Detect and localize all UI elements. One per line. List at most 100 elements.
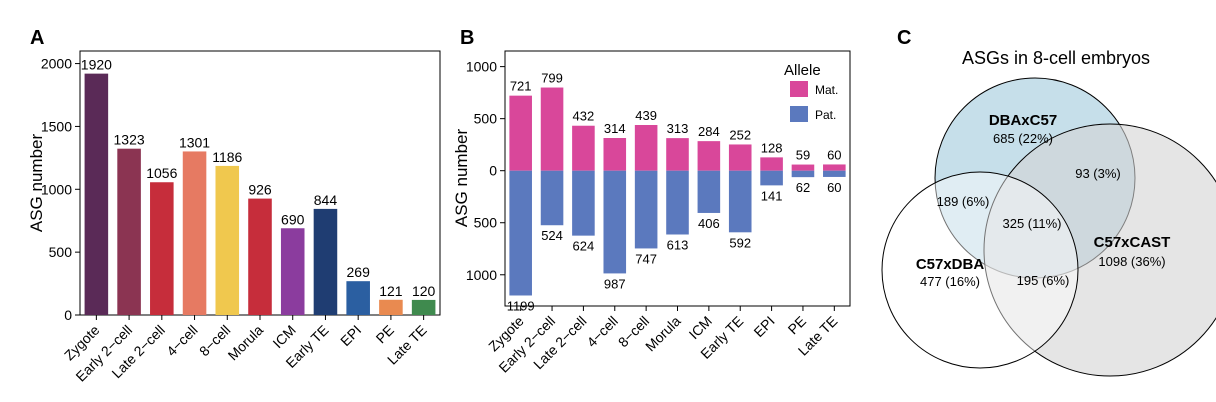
bar — [280, 228, 305, 315]
venn-circle-c57xdba — [881, 171, 1079, 369]
y-tick-label: 1000 — [466, 59, 497, 75]
bar-mat-value-label: 439 — [635, 108, 657, 123]
bar-mat-value-label: 284 — [698, 124, 720, 139]
bar-value-label: 120 — [412, 283, 436, 299]
bar — [117, 148, 141, 315]
legend-swatch-pat — [790, 106, 808, 122]
bar-pat-value-label: 613 — [667, 237, 689, 252]
bar-pat-value-label: 624 — [573, 239, 595, 254]
bar — [346, 281, 370, 315]
bar-value-label: 1920 — [81, 57, 112, 73]
chart-b-legend: Allele Mat. Pat. — [784, 62, 838, 122]
bar-pat — [572, 170, 595, 236]
chart-a-y-label: ASG number — [27, 134, 46, 233]
y-tick-label: 1500 — [41, 118, 72, 134]
x-tick-label: 4−cell — [583, 313, 620, 350]
bar-pat — [697, 170, 721, 213]
venn-set-count-dbaxc57: 685 (22%) — [993, 131, 1053, 146]
bar-mat — [540, 87, 564, 171]
bar-value-label: 690 — [281, 211, 305, 227]
bar-value-label: 1301 — [179, 134, 210, 150]
chart-b: 1000 500 0 500 1000 721 1199 799 524 432 624 314 98… — [452, 50, 851, 376]
bar-pat — [634, 170, 658, 249]
bar-mat — [666, 138, 689, 171]
y-tick-label: 1000 — [41, 181, 72, 197]
chart-b-y-axis: 1000 500 0 500 1000 — [466, 59, 505, 283]
bar-mat — [572, 125, 595, 171]
bar-mat — [728, 144, 752, 171]
legend-label-pat: Pat. — [815, 108, 836, 122]
chart-a-y-axis: 0 500 1000 1500 2000 — [41, 56, 80, 323]
bar — [411, 299, 436, 315]
bar-pat-value-label: 141 — [761, 188, 783, 203]
bar-value-label: 1186 — [212, 149, 242, 165]
venn-set-count-c57xcast: 1098 (36%) — [1098, 254, 1165, 269]
bar-value-label: 1323 — [114, 132, 145, 148]
bar-value-label: 121 — [379, 283, 403, 299]
panel-b-label: B — [460, 27, 474, 49]
bar-pat-value-label: 747 — [635, 251, 657, 266]
bar — [313, 208, 338, 315]
x-tick-label: Morula — [642, 313, 684, 355]
venn-intersection-dba-cast: 93 (3%) — [1075, 166, 1121, 181]
bar-pat — [728, 170, 752, 233]
y-tick-label: 0 — [489, 163, 497, 179]
bar-pat — [760, 170, 783, 186]
bar-mat-value-label: 432 — [573, 109, 595, 124]
venn-intersection-dba-c57dba: 189 (6%) — [937, 194, 990, 209]
bar-mat-value-label: 313 — [667, 121, 689, 136]
bar — [379, 299, 403, 315]
y-tick-label: 2000 — [41, 56, 72, 72]
bar-mat-value-label: 59 — [796, 148, 810, 163]
y-tick-label: 500 — [474, 111, 498, 127]
bar-mat — [634, 125, 658, 171]
y-tick-label: 500 — [49, 244, 73, 260]
bar — [84, 73, 109, 315]
venn-intersection-cast-c57dba: 195 (6%) — [1017, 273, 1070, 288]
y-tick-label: 1000 — [466, 267, 497, 283]
bar-mat-value-label: 60 — [827, 147, 841, 162]
venn-diagram: ASGs in 8-cell embryos DBAxC57 685 (22%)… — [881, 48, 1216, 377]
panel-c-label: C — [897, 27, 911, 49]
venn-intersection-all: 325 (11%) — [1002, 216, 1061, 231]
x-tick-label: Morula — [225, 322, 267, 364]
bar-value-label: 269 — [347, 264, 371, 280]
legend-title: Allele — [784, 62, 821, 79]
y-tick-label: 500 — [474, 215, 498, 231]
x-tick-label: EPI — [337, 322, 364, 349]
chart-b-y-label: ASG number — [452, 129, 471, 228]
bar-pat-value-label: 62 — [796, 180, 810, 195]
venn-title: ASGs in 8-cell embryos — [962, 48, 1150, 68]
bar-mat-value-label: 799 — [541, 71, 563, 86]
bar — [215, 165, 240, 315]
bar — [150, 182, 174, 315]
bar-pat — [791, 170, 815, 178]
venn-set-label-dbaxc57: DBAxC57 — [989, 112, 1057, 129]
bar-mat — [509, 95, 532, 171]
bar-mat-value-label: 252 — [729, 127, 751, 142]
bar-pat — [666, 170, 689, 235]
x-tick-label: PE — [373, 322, 398, 347]
chart-b-bars: 721 1199 799 524 432 624 314 987 439 747 313 613 284… — [507, 71, 846, 313]
bar-mat-value-label: 314 — [604, 121, 626, 136]
venn-circle-c57xcast — [983, 123, 1216, 377]
bar — [182, 151, 207, 315]
venn-set-count-c57xdba: 477 (16%) — [920, 274, 980, 289]
x-tick-label: PE — [785, 313, 810, 338]
bar-mat — [823, 164, 846, 171]
x-tick-label: 4−cell — [163, 322, 200, 359]
legend-swatch-mat — [790, 81, 808, 97]
panel-a-label: A — [30, 27, 44, 49]
venn-set-label-c57xcast: C57xCAST — [1094, 234, 1171, 251]
bar-value-label: 926 — [248, 182, 272, 198]
bar-mat-value-label: 721 — [510, 79, 532, 94]
venn-set-label-c57xdba: C57xDBA — [916, 256, 985, 273]
bar-pat-value-label: 406 — [698, 216, 720, 231]
bar — [248, 198, 272, 315]
bar-mat — [760, 157, 783, 171]
bar-mat — [603, 138, 627, 171]
